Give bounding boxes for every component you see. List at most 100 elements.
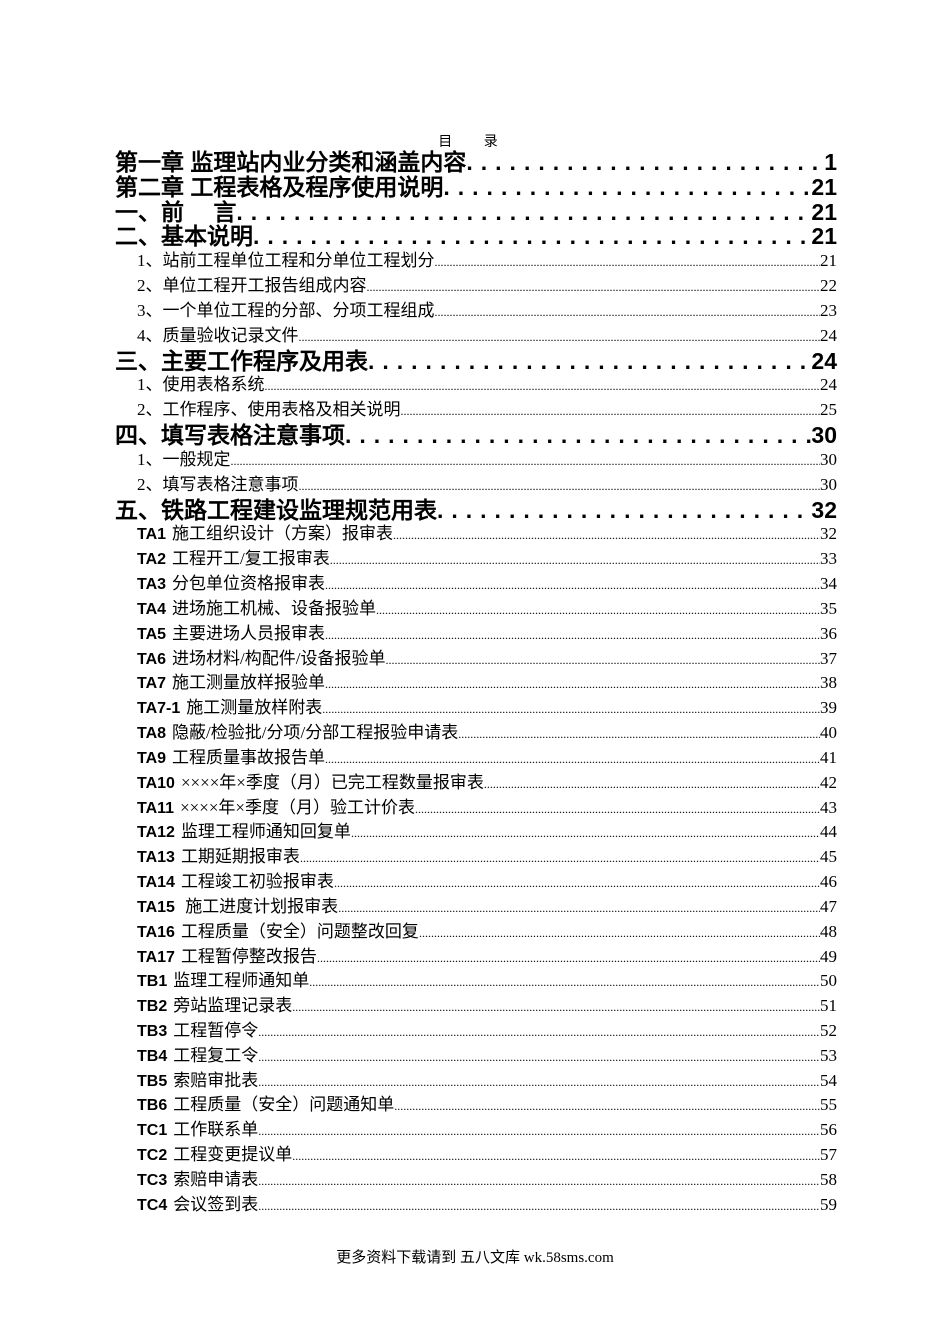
toc-entry-text: 会议签到表 (173, 1194, 259, 1214)
toc-entry[interactable]: 第一章 监理站内业分类和涵盖内容........................… (115, 150, 837, 175)
toc-entry[interactable]: TA4 进场施工机械、设备报验单.........................… (115, 597, 837, 622)
toc-entry[interactable]: 四、填写表格注意事项..............................… (115, 423, 837, 448)
form-code: TA1 (137, 526, 167, 544)
form-code: TA11 (137, 799, 175, 817)
toc-entry[interactable]: TA7-1 施工测量放样附表...........................… (115, 696, 837, 721)
toc-entry-label: TA7 施工测量放样报验单 (137, 671, 325, 697)
toc-entry-text: 五、铁路工程建设监理规范用表 (115, 496, 437, 523)
toc-entry[interactable]: 1、使用表格系统................................… (115, 373, 837, 398)
page-number: 21 (811, 173, 837, 200)
toc-entry[interactable]: TA7 施工测量放样报验单............................… (115, 671, 837, 696)
page-number: 24 (811, 347, 837, 374)
dot-leader: ........................................… (393, 528, 820, 543)
toc-entry[interactable]: TA9 工程质量事故报告单............................… (115, 746, 837, 771)
toc-entry-label: TA17 工程暂停整改报告 (137, 945, 317, 971)
page-number: 55 (820, 1095, 837, 1115)
page-number: 1 (824, 149, 837, 175)
toc-entry[interactable]: 三、主要工作程序及用表.............................… (115, 347, 837, 374)
toc-entry[interactable]: 一、前 言...................................… (115, 199, 837, 225)
toc-entry[interactable]: TC2 工程变更提议单..............................… (115, 1143, 837, 1168)
toc-entry-label: TA9 工程质量事故报告单 (137, 746, 325, 772)
toc-entry[interactable]: TA17 工程暂停整改报告............................… (115, 945, 837, 970)
dot-leader: ........................................… (400, 404, 821, 419)
toc-entry[interactable]: 第二章 工程表格及程序使用说明.........................… (115, 173, 837, 200)
toc-entry[interactable]: 1、一般规定..................................… (115, 448, 837, 473)
toc-entry[interactable]: 1、站前工程单位工程和分单位工程划分......................… (115, 249, 837, 274)
page-number: 30 (820, 449, 837, 469)
page-number: 22 (820, 276, 837, 296)
table-of-contents: 第一章 监理站内业分类和涵盖内容........................… (115, 150, 837, 1218)
page-number: 54 (820, 1070, 837, 1090)
page-number: 50 (820, 971, 837, 991)
page-number: 46 (820, 872, 837, 892)
toc-entry[interactable]: 4、质量验收记录文件..............................… (115, 324, 837, 349)
page-number: 40 (820, 723, 837, 743)
dot-leader: ........................................… (298, 478, 821, 493)
toc-entry-text: 1、站前工程单位工程和分单位工程划分 (137, 251, 435, 271)
page-number: 33 (820, 549, 837, 569)
toc-entry[interactable]: TA5 主要进场人员报审表............................… (115, 622, 837, 647)
toc-entry-text: 2、单位工程开工报告组成内容 (137, 276, 367, 296)
toc-entry-label: TA3 分包单位资格报审表 (137, 572, 325, 598)
toc-entry-label: TB3 工程暂停令 (137, 1019, 258, 1045)
toc-entry-text: 索赔申请表 (173, 1169, 259, 1189)
toc-entry-label: 五、铁路工程建设监理规范用表 (115, 496, 437, 523)
toc-entry[interactable]: TB4 工程复工令................................… (115, 1044, 837, 1069)
page-number: 58 (820, 1169, 837, 1189)
dot-leader: ........................................… (434, 304, 821, 319)
dot-leader: ........................................… (385, 652, 821, 667)
toc-entry[interactable]: TA3 分包单位资格报审表............................… (115, 572, 837, 597)
toc-entry[interactable]: TA2 工程开工/复工报审表...........................… (115, 547, 837, 572)
toc-entry-label: TA7-1 施工测量放样附表 (137, 696, 322, 722)
toc-entry[interactable]: TA13 工期延期报审表.............................… (115, 845, 837, 870)
dot-leader: ........................................… (292, 1149, 820, 1164)
dot-leader: ........................................… (322, 702, 820, 717)
toc-entry[interactable]: TA16 工程质量（安全）问题整改回复......................… (115, 920, 837, 945)
toc-entry[interactable]: 2、工作程序、使用表格及相关说明........................… (115, 398, 837, 423)
toc-entry[interactable]: TC1 工作联系单................................… (115, 1118, 837, 1143)
toc-entry[interactable]: TB2 旁站监理记录表..............................… (115, 994, 837, 1019)
toc-entry-text: 工期延期报审表 (180, 847, 300, 867)
toc-entry[interactable]: TA14 工程竣工初验报审表...........................… (115, 870, 837, 895)
toc-entry-label: TA10 ××××年×季度（月）已完工程数量报审表 (137, 771, 484, 797)
toc-entry-text: 工程复工令 (173, 1045, 259, 1065)
toc-entry[interactable]: 二、基本说明..................................… (115, 224, 837, 249)
dot-leader: ........................................… (437, 497, 812, 523)
toc-entry[interactable]: TB1 监理工程师通知单.............................… (115, 969, 837, 994)
toc-entry[interactable]: TA6 进场材料/构配件/设备报验单.......................… (115, 647, 837, 672)
toc-entry[interactable]: TC3 索赔申请表................................… (115, 1168, 837, 1193)
toc-entry[interactable]: TC4 会议签到表................................… (115, 1193, 837, 1218)
page-number: 53 (820, 1045, 837, 1065)
toc-entry[interactable]: TA1 施工组织设计（方案）报审表........................… (115, 522, 837, 547)
dot-leader: ........................................… (325, 578, 820, 593)
form-code: TA16 (137, 923, 175, 941)
toc-entry-label: 一、前 言 (115, 199, 236, 225)
dot-leader: ........................................… (333, 876, 820, 891)
toc-entry-label: 四、填写表格注意事项 (115, 423, 345, 448)
toc-entry[interactable]: TA10 ××××年×季度（月）已完工程数量报审表................… (115, 771, 837, 796)
toc-entry-label: 1、使用表格系统 (137, 373, 265, 398)
toc-entry[interactable]: 2、单位工程开工报告组成内容..........................… (115, 274, 837, 299)
toc-entry-label: 第一章 监理站内业分类和涵盖内容 (115, 150, 466, 175)
toc-entry[interactable]: 2、填写表格注意事项..............................… (115, 473, 837, 498)
form-code: TA6 (137, 650, 167, 668)
toc-entry[interactable]: TA11 ××××年×季度（月）验工计价表....................… (115, 796, 837, 821)
toc-entry[interactable]: TA8 隐蔽/检验批/分项/分部工程报验申请表..................… (115, 721, 837, 746)
dot-leader: ........................................… (292, 1000, 820, 1015)
toc-entry[interactable]: TA15 施工进度计划报审表..........................… (115, 895, 837, 920)
toc-entry-text: 隐蔽/检验批/分项/分部工程报验申请表 (172, 723, 459, 743)
toc-entry[interactable]: 五、铁路工程建设监理规范用表..........................… (115, 496, 837, 523)
page-number: 56 (820, 1120, 837, 1140)
toc-entry[interactable]: 3、一个单位工程的分部、分项工程组成......................… (115, 299, 837, 324)
page-number: 37 (820, 648, 837, 668)
toc-entry[interactable]: TA12 监理工程师通知回复单..........................… (115, 820, 837, 845)
page-number: 48 (820, 921, 837, 941)
form-code: TA12 (137, 824, 175, 842)
toc-entry[interactable]: TB5 索赔审批表................................… (115, 1069, 837, 1094)
toc-entry-label: TA15 施工进度计划报审表 (137, 895, 338, 921)
toc-entry[interactable]: TB3 工程暂停令................................… (115, 1019, 837, 1044)
toc-entry-label: 第二章 工程表格及程序使用说明 (115, 174, 443, 200)
toc-entry-text: 1、一般规定 (137, 449, 231, 469)
dot-leader: ........................................… (345, 423, 811, 448)
toc-entry[interactable]: TB6 工程质量（安全）问题通知单........................… (115, 1093, 837, 1118)
